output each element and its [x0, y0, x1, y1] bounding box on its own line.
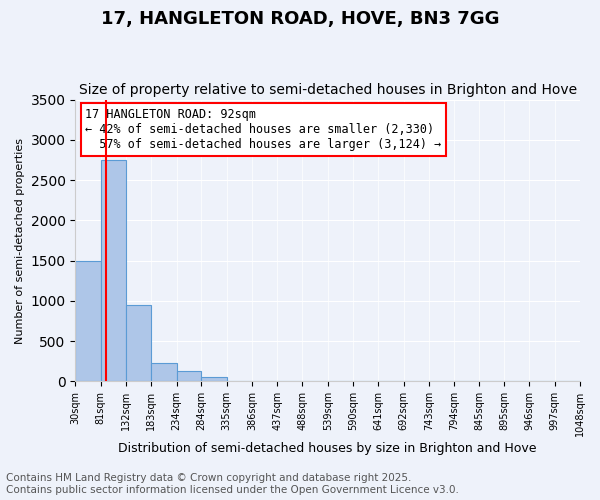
Bar [76, 260, 101, 382]
Bar [126, 305, 151, 382]
Text: 17, HANGLETON ROAD, HOVE, BN3 7GG: 17, HANGLETON ROAD, HOVE, BN3 7GG [101, 10, 499, 28]
Y-axis label: Number of semi-detached properties: Number of semi-detached properties [15, 138, 25, 344]
Text: Contains HM Land Registry data © Crown copyright and database right 2025.
Contai: Contains HM Land Registry data © Crown c… [6, 474, 459, 495]
Title: Size of property relative to semi-detached houses in Brighton and Hove: Size of property relative to semi-detach… [79, 83, 577, 97]
Text: 17 HANGLETON ROAD: 92sqm
← 42% of semi-detached houses are smaller (2,330)
  57%: 17 HANGLETON ROAD: 92sqm ← 42% of semi-d… [85, 108, 442, 151]
Bar [101, 160, 126, 382]
Bar [202, 376, 227, 382]
Bar [151, 363, 176, 382]
Bar [176, 371, 202, 382]
X-axis label: Distribution of semi-detached houses by size in Brighton and Hove: Distribution of semi-detached houses by … [118, 442, 537, 455]
